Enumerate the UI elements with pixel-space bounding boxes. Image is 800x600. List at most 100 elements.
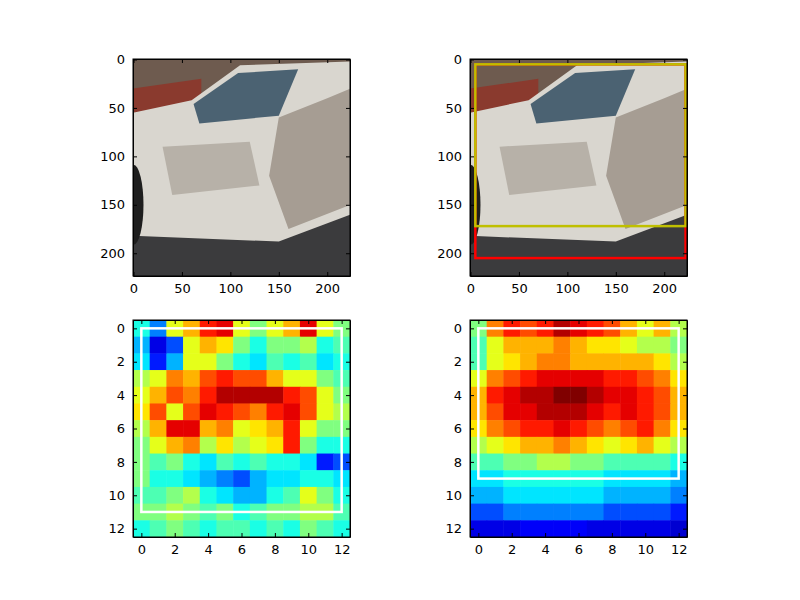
tick [683, 362, 687, 363]
tick-label: 50 [445, 101, 462, 116]
tick-mark [133, 529, 137, 530]
tick-label: 2 [171, 542, 179, 557]
heat-cell [620, 454, 637, 471]
heat-cell [637, 487, 654, 504]
tick: 2 [171, 533, 179, 557]
heat-cell [300, 353, 317, 370]
tick: 50 [511, 272, 528, 296]
heat-cell [604, 487, 621, 504]
heat-cell [216, 337, 233, 354]
heat-cell [150, 520, 167, 537]
tick: 100 [100, 149, 137, 164]
tick-label: 4 [204, 542, 212, 557]
tick: 0 [138, 533, 146, 557]
tick-mark [683, 328, 687, 329]
tick-label: 200 [437, 246, 462, 261]
tick-mark [519, 59, 520, 63]
heat-cell [200, 520, 217, 537]
tick: 6 [117, 421, 137, 436]
tick [664, 59, 665, 63]
tick-mark [175, 533, 176, 537]
plot-area [133, 59, 350, 276]
tick-mark [567, 272, 568, 276]
tick-label: 0 [138, 542, 146, 557]
heat-cell [150, 470, 167, 487]
tick [182, 59, 183, 63]
heat-cell [520, 403, 537, 420]
tick-label: 150 [437, 197, 462, 212]
tick-mark [683, 429, 687, 430]
heat-cell [150, 487, 167, 504]
tick [683, 529, 687, 530]
heat-cell [637, 437, 654, 454]
heat-cell [520, 370, 537, 387]
heat-cell [553, 370, 570, 387]
heat-cell [233, 520, 250, 537]
tick-label: 0 [130, 281, 138, 296]
heat-cell [250, 353, 267, 370]
axis: 050100150200 [130, 272, 351, 296]
frame [470, 320, 687, 537]
heat-cell [570, 403, 587, 420]
heat-cell [283, 454, 300, 471]
tick-mark [275, 533, 276, 537]
heat-cell [250, 470, 267, 487]
tick [346, 529, 350, 530]
heat-cell [200, 353, 217, 370]
heat-cell [233, 387, 250, 404]
heat-cell [587, 437, 604, 454]
tick-mark [470, 429, 474, 430]
heat-cell [233, 487, 250, 504]
tick-label: 8 [608, 542, 616, 557]
heat-cell [637, 454, 654, 471]
tick-mark [683, 462, 687, 463]
tick [346, 495, 350, 496]
tick-mark [346, 529, 350, 530]
heat-cell [487, 353, 504, 370]
tick-label: 12 [108, 521, 125, 536]
photo-ground [470, 59, 687, 276]
tick-label: 0 [475, 542, 483, 557]
axis: 024681012 [445, 321, 474, 538]
heat-cell [300, 387, 317, 404]
tick [616, 59, 617, 63]
axis-line [471, 59, 688, 60]
tick: 2 [117, 354, 137, 369]
heat-cell [604, 504, 621, 521]
tick-label: 0 [454, 321, 462, 336]
tick: 10 [637, 533, 654, 557]
heat-cell [283, 487, 300, 504]
axis: 024681012 [108, 321, 137, 538]
box [475, 64, 685, 226]
tick-mark [470, 253, 474, 254]
heat-cell [570, 370, 587, 387]
heat-cell [503, 437, 520, 454]
tick-mark [519, 272, 520, 276]
axis: 024681012 [134, 533, 351, 557]
tick [519, 59, 520, 63]
tick-label: 8 [454, 455, 462, 470]
heat-cell [166, 470, 183, 487]
heat-cell [620, 520, 637, 537]
tick-label: 200 [315, 281, 340, 296]
heat-cell [487, 437, 504, 454]
heat-cell [283, 420, 300, 437]
heat-cell [503, 520, 520, 537]
heat-cell [520, 353, 537, 370]
heat-cell [654, 420, 671, 437]
plot-area [470, 320, 687, 537]
tick-mark [327, 59, 328, 63]
tick [346, 429, 350, 430]
heat-cell [637, 520, 654, 537]
heat-cell [503, 454, 520, 471]
tick [645, 320, 646, 324]
heat-cell [620, 387, 637, 404]
heat-cell [503, 403, 520, 420]
tick [478, 320, 479, 324]
heat-cell [604, 437, 621, 454]
heat-cell [637, 504, 654, 521]
heat-cell [216, 487, 233, 504]
heat-cell [267, 337, 284, 354]
tick [175, 320, 176, 324]
tick-mark [346, 205, 350, 206]
